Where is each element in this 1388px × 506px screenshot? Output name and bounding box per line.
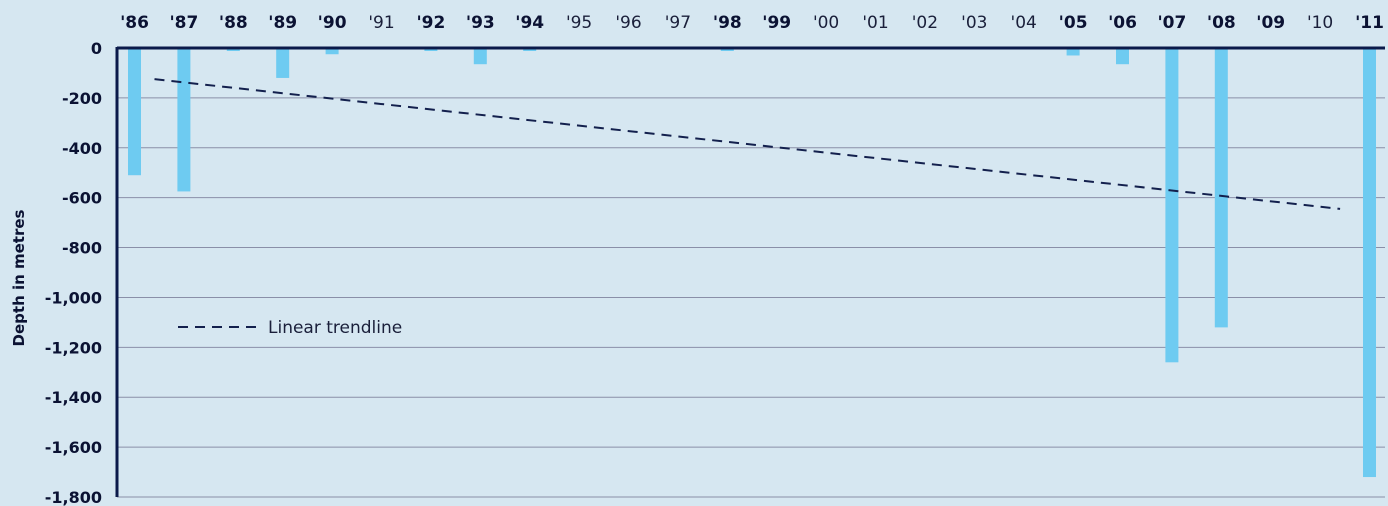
bar-07 — [1165, 49, 1179, 363]
category-label: '07 — [1157, 13, 1186, 33]
bar-88 — [226, 49, 240, 51]
category-label: '09 — [1256, 13, 1285, 33]
bar-86 — [128, 49, 141, 176]
category-label: '03 — [961, 13, 987, 33]
y-tick-label: -1,600 — [45, 438, 102, 457]
category-label: '04 — [1011, 13, 1037, 33]
y-tick-label: -200 — [62, 89, 102, 108]
bar-92 — [424, 49, 438, 51]
gridlines — [117, 97, 1385, 498]
bar-11 — [1363, 49, 1376, 478]
bars — [128, 49, 1376, 478]
axes — [115, 46, 1385, 497]
category-label: '05 — [1059, 13, 1088, 33]
bar-93 — [473, 49, 487, 65]
bar-08 — [1214, 49, 1228, 328]
bar-87 — [177, 49, 191, 192]
y-tick-label: -1,000 — [45, 288, 102, 307]
y-tick-label: -600 — [62, 189, 102, 208]
legend: Linear trendline — [178, 318, 402, 338]
category-label: '06 — [1108, 13, 1137, 33]
bar-06 — [1116, 49, 1129, 65]
category-label: '11 — [1355, 13, 1384, 33]
bar-90 — [325, 49, 339, 55]
category-label: '92 — [416, 13, 445, 33]
bar-89 — [276, 49, 290, 78]
category-labels: '86 '87 '88 '89 '90 '91 '92 '93 '94 '95 '96 '97 '98 '… — [120, 13, 1384, 33]
category-label: '10 — [1307, 13, 1333, 33]
y-tick-labels: 0 -200 -400 -600 -800 -1,000 -1,200 -1,400 -1,60… — [45, 39, 102, 506]
category-label: '87 — [169, 13, 198, 33]
y-axis-label: Depth in metres — [10, 209, 28, 346]
category-label: '90 — [318, 13, 347, 33]
y-tick-label: -1,200 — [45, 338, 102, 357]
category-label: '95 — [566, 13, 592, 33]
category-label: '96 — [615, 13, 641, 33]
category-label: '86 — [120, 13, 149, 33]
category-label: '91 — [368, 13, 394, 33]
y-tick-label: -1,800 — [45, 488, 102, 506]
category-label: '97 — [665, 13, 691, 33]
y-tick-label: -800 — [62, 239, 102, 258]
trendline-group — [154, 78, 1341, 210]
category-label: '08 — [1207, 13, 1236, 33]
category-label: '94 — [515, 13, 544, 33]
category-label: '99 — [762, 13, 791, 33]
legend-label: Linear trendline — [268, 318, 402, 338]
category-label: '89 — [268, 13, 297, 33]
bar-05 — [1066, 49, 1080, 56]
category-label: '01 — [862, 13, 888, 33]
category-label: '93 — [466, 13, 495, 33]
y-tick-label: -1,400 — [45, 388, 102, 407]
bar-98 — [720, 49, 734, 51]
bar-94 — [523, 49, 537, 51]
trendline — [154, 78, 1341, 210]
category-label: '02 — [912, 13, 938, 33]
category-label: '00 — [813, 13, 839, 33]
category-label: '88 — [219, 13, 248, 33]
category-label: '98 — [713, 13, 742, 33]
y-tick-label: -400 — [62, 139, 102, 158]
y-tick-label: 0 — [91, 39, 102, 58]
